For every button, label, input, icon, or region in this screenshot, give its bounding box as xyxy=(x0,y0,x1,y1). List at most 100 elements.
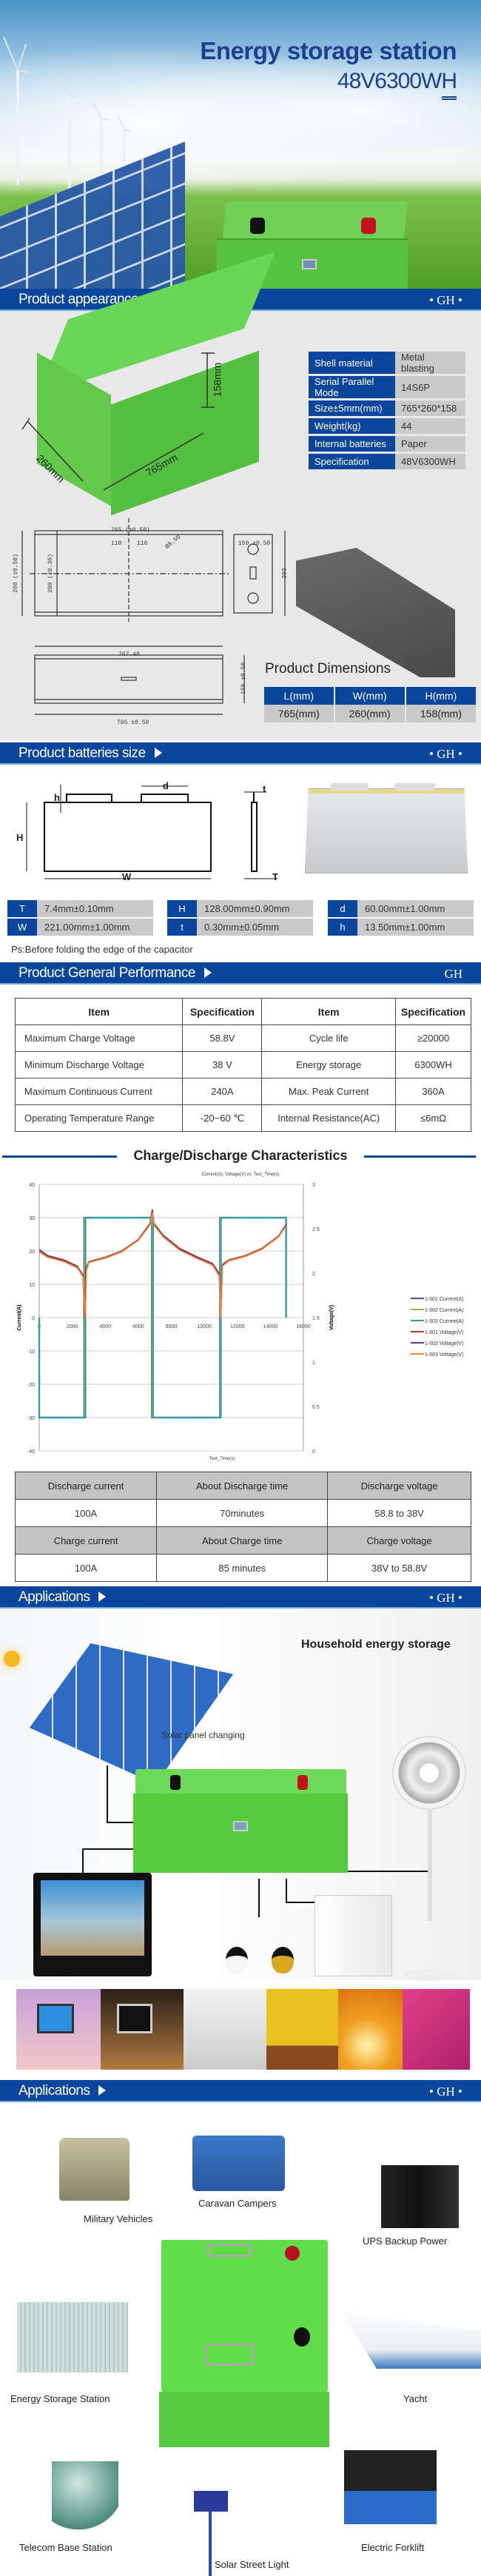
section-title: Applications xyxy=(18,1589,90,1605)
household-title: Household energy storage xyxy=(301,1638,451,1651)
param-key: T xyxy=(7,900,37,917)
x-tick-label: 14000 xyxy=(263,1324,278,1329)
appliance-photo-printer xyxy=(184,1989,266,2070)
table-cell: Internal Resistance(AC) xyxy=(261,1104,397,1132)
street-light-pole xyxy=(209,2512,212,2576)
spec-value: 48V6300WH xyxy=(395,452,465,472)
table-row: Minimum Discharge Voltage 38 V Energy stor… xyxy=(14,1051,471,1079)
appliance-photo-fan xyxy=(266,1989,338,2070)
spec-value: 14S6P xyxy=(395,375,465,400)
brand-mark: GH xyxy=(444,967,462,981)
wiring-lines xyxy=(82,1765,428,1917)
performance-table: Item Specification Item Specification Maximu… xyxy=(14,998,471,1132)
cell-param-row: d 60.00mm±1.00mm xyxy=(328,900,474,917)
table-cell: Discharge current xyxy=(14,1472,158,1500)
x-tick-label: 10000 xyxy=(197,1324,212,1329)
param-key: W xyxy=(7,919,37,936)
bulb-white-icon xyxy=(226,1947,248,1973)
dim-value: 158(mm) xyxy=(405,705,478,722)
satellite-dish-image xyxy=(52,2461,118,2535)
section-title: Applications xyxy=(18,2083,90,2099)
drawing-label: 765 (±0.50) xyxy=(111,527,150,534)
play-arrow-icon xyxy=(154,748,162,758)
brand-mark: • GH • xyxy=(429,293,462,307)
legend-label: 1-001 Current(A) xyxy=(425,1297,464,1302)
section-bar-performance: Product General Performance GH xyxy=(0,962,481,985)
fan-image xyxy=(392,1736,466,1810)
legend-label: 1-002 Voltage(V) xyxy=(425,1341,464,1346)
section-bar-applications: Applications • GH • xyxy=(0,1586,481,1609)
application-label: Caravan Campers xyxy=(198,2198,277,2209)
forklift-image xyxy=(344,2450,437,2524)
y2-tick-label: 0 xyxy=(312,1449,315,1455)
series-line xyxy=(38,1209,287,1318)
table-row: 100A 70minutes 58.8 to 38V xyxy=(14,1499,471,1527)
table-cell: About Discharge time xyxy=(156,1472,329,1500)
header-cell: Specification xyxy=(182,998,263,1025)
table-cell: 100A xyxy=(14,1499,158,1527)
drawing-label: 159 ±0.50 xyxy=(238,540,271,547)
spec-row: Shell material Metal blasting xyxy=(309,352,465,376)
dim-header: L(mm) xyxy=(264,687,335,705)
header-cell: Specification xyxy=(395,998,471,1025)
application-label: Yacht xyxy=(403,2393,428,2404)
spec-row: Size±5mm(mm) 765*260*158 xyxy=(309,399,465,418)
param-key: t xyxy=(167,919,197,936)
application-label: Military Vehicles xyxy=(84,2213,153,2224)
header-cell: Item xyxy=(261,998,397,1025)
series-line xyxy=(38,1216,287,1419)
table-cell: 360A xyxy=(395,1078,471,1105)
section-bar-applications-2: Applications • GH • xyxy=(0,2080,481,2102)
sun-icon xyxy=(4,1651,20,1667)
diagram-label: T xyxy=(272,871,278,882)
y-axis-label: Current(A) xyxy=(17,1305,22,1331)
height-dim-label: 158mm xyxy=(211,362,223,398)
legend-label: 1-003 Voltage(V) xyxy=(425,1352,464,1358)
table-cell: ≥20000 xyxy=(395,1024,471,1052)
y2-tick-label: 1.5 xyxy=(312,1316,320,1321)
play-arrow-icon xyxy=(204,967,212,978)
section-bar-batteries: Product batteries size • GH • xyxy=(0,742,481,765)
table-cell: Charge current xyxy=(14,1526,158,1554)
table-cell: ≤6mΩ xyxy=(395,1104,471,1132)
series-line xyxy=(38,1210,287,1318)
application-label: Electric Forklift xyxy=(361,2542,425,2553)
param-key: d xyxy=(328,900,357,917)
spec-key: Weight(kg) xyxy=(309,417,395,436)
chart-heading-line xyxy=(2,1155,117,1158)
drawing-label: 293 xyxy=(281,568,289,579)
drawing-label: 110 xyxy=(137,540,148,547)
dim-value: 765(mm) xyxy=(264,705,335,722)
table-cell: 58.8V xyxy=(182,1024,263,1052)
table-row: Discharge current About Discharge time Dis… xyxy=(14,1472,471,1500)
center-battery-image xyxy=(159,2240,329,2447)
drawing-label: 110 xyxy=(111,540,122,547)
cell-param-row: t 0.30mm±0.05mm xyxy=(167,919,313,936)
hero-subtitle: 48V6300WH xyxy=(337,69,457,93)
x-tick-label: 8000 xyxy=(166,1324,178,1329)
table-cell: Maximum Continuous Current xyxy=(14,1078,184,1105)
table-cell: About Charge time xyxy=(156,1526,329,1554)
table-row: 100A 85 minutes 38V to 58.8V xyxy=(14,1554,471,1582)
tv-image xyxy=(33,1873,152,1976)
household-battery-image xyxy=(133,1769,348,1873)
param-value: 60.00mm±1.00mm xyxy=(357,900,474,917)
spec-key: Size±5mm(mm) xyxy=(309,399,395,418)
yacht-image xyxy=(342,2312,481,2369)
chart-title: Current(A), Voltage(V) vs. Test_Time(s) xyxy=(202,1173,280,1177)
appliance-photo-laptop xyxy=(101,1989,184,2070)
appliance-photo-computer xyxy=(16,1989,101,2070)
x-axis-label: Test_Time(s) xyxy=(209,1457,235,1461)
play-arrow-icon xyxy=(98,1591,107,1602)
appliance-photo-camera xyxy=(403,1989,470,2070)
cell-param-group: H 128.00mm±0.90mm t 0.30mm±0.05mm xyxy=(167,900,313,937)
table-row: Maximum Charge Voltage 58.8V Cycle life ≥20… xyxy=(14,1024,471,1052)
brand-mark: • GH • xyxy=(429,1591,462,1605)
spec-row: Weight(kg) 44 xyxy=(309,417,465,436)
fridge-image xyxy=(314,1895,392,1976)
table-cell: 38V to 58.8V xyxy=(327,1554,471,1582)
y2-tick-label: 0.5 xyxy=(312,1405,320,1410)
clouds xyxy=(0,22,481,185)
drawing-label: 159 ±0.50 xyxy=(240,662,248,695)
fan-base xyxy=(403,1969,457,1981)
